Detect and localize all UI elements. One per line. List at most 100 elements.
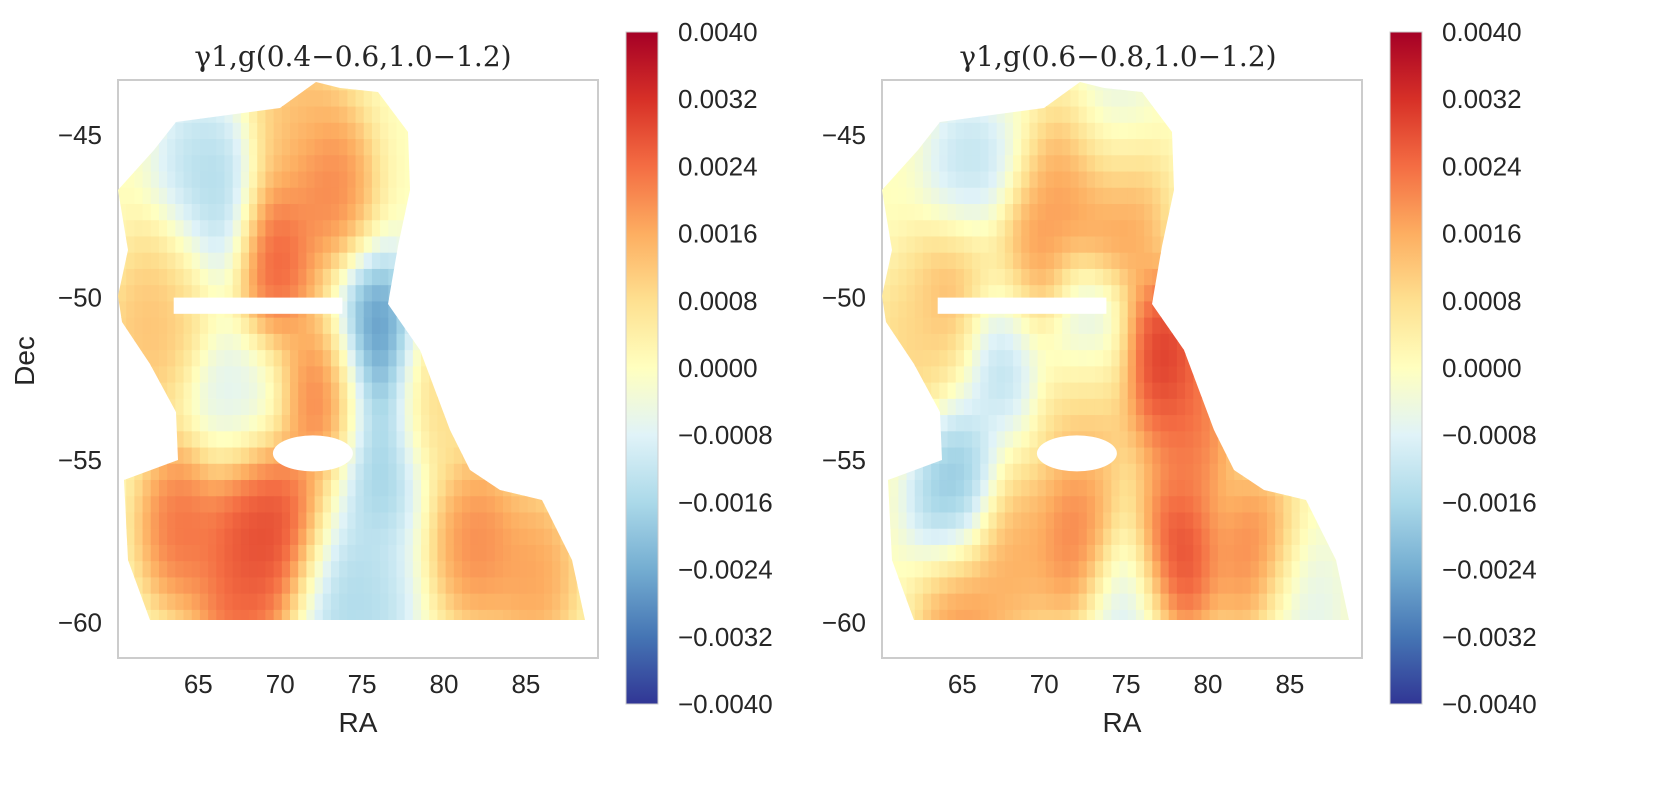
heatmap-cell: [1037, 122, 1047, 140]
heatmap-cell: [150, 154, 160, 172]
heatmap-cell: [240, 593, 250, 610]
heatmap-cell: [257, 365, 267, 383]
heatmap-cell: [265, 333, 275, 351]
heatmap-cell: [241, 642, 250, 659]
heatmap-cell: [199, 284, 209, 302]
heatmap-cell: [224, 203, 234, 221]
heatmap-cell: [560, 252, 570, 269]
heatmap-cell: [412, 333, 422, 351]
heatmap-cell: [882, 430, 891, 448]
heatmap-cell: [568, 187, 578, 204]
heatmap-cell: [412, 544, 422, 562]
heatmap-cell: [1307, 138, 1317, 156]
heatmap-cell: [257, 609, 267, 620]
heatmap-cell: [576, 560, 585, 578]
heatmap-cell: [405, 642, 414, 659]
heatmap-cell: [232, 170, 242, 188]
heatmap-cell: [1062, 219, 1071, 237]
heatmap-cell: [150, 560, 160, 578]
heatmap-cell: [535, 203, 545, 221]
heatmap-cell: [1095, 642, 1104, 659]
heatmap-cell: [922, 317, 932, 334]
heatmap-cell: [314, 235, 324, 253]
heatmap-cell: [939, 528, 949, 545]
heatmap-cell: [568, 203, 578, 221]
heatmap-cell: [1045, 187, 1055, 204]
heatmap-cell: [306, 381, 316, 399]
heatmap-cell: [914, 609, 924, 620]
heatmap-cell: [421, 544, 430, 562]
heatmap-cell: [183, 138, 193, 156]
heatmap-cell: [1266, 511, 1276, 529]
heatmap-cell: [437, 398, 447, 416]
heatmap-cell: [1316, 154, 1325, 172]
heatmap-cell: [175, 609, 185, 620]
heatmap-cell: [339, 333, 348, 351]
heatmap-cell: [240, 187, 250, 204]
heatmap-cell: [1103, 219, 1112, 237]
heatmap-cell: [249, 317, 258, 334]
heatmap-cell: [1291, 511, 1301, 529]
heatmap-cell: [1266, 576, 1276, 594]
heatmap-cell: [963, 89, 973, 107]
heatmap-cell: [1316, 122, 1325, 140]
heatmap-cell: [914, 252, 924, 269]
heatmap-cell: [224, 333, 234, 351]
heatmap-cell: [445, 544, 455, 562]
heatmap-cell: [437, 235, 447, 253]
heatmap-cell: [191, 82, 201, 91]
heatmap-cell: [955, 187, 965, 204]
heatmap-cell: [208, 89, 217, 107]
heatmap-cell: [355, 138, 365, 156]
heatmap-cell: [191, 170, 201, 188]
heatmap-cell: [216, 609, 226, 620]
heatmap-cell: [421, 89, 430, 107]
heatmap-cell: [1348, 463, 1349, 481]
heatmap-cell: [494, 235, 504, 253]
heatmap-cell: [208, 317, 217, 334]
heatmap-cell: [511, 154, 520, 172]
heatmap-cell: [511, 365, 520, 383]
heatmap-cell: [273, 479, 283, 497]
heatmap-cell: [890, 528, 899, 545]
heatmap-cell: [527, 105, 537, 123]
heatmap-cell: [355, 609, 365, 620]
heatmap-cell: [1266, 560, 1276, 578]
heatmap-cell: [1119, 122, 1129, 140]
heatmap-cell: [1324, 430, 1334, 448]
heatmap-cell: [1029, 235, 1039, 253]
heatmap-cell: [371, 479, 381, 497]
heatmap-cell: [265, 89, 275, 107]
heatmap-cell: [486, 381, 496, 399]
colorbar-tick-label: −0.0040: [678, 689, 773, 719]
heatmap-cell: [412, 365, 422, 383]
heatmap-cell: [339, 626, 348, 643]
heatmap-cell: [882, 528, 891, 545]
heatmap-cell: [502, 317, 512, 334]
heatmap-cell: [1070, 122, 1080, 140]
heatmap-cell: [882, 414, 891, 432]
heatmap-cell: [1078, 235, 1088, 253]
heatmap-cell: [429, 252, 439, 269]
heatmap-cell: [576, 593, 585, 610]
heatmap-cell: [175, 365, 185, 383]
heatmap-cell: [1217, 203, 1227, 221]
heatmap-cell: [118, 349, 127, 367]
heatmap-cell: [118, 268, 127, 286]
heatmap-cell: [922, 511, 932, 529]
heatmap-cell: [890, 544, 899, 562]
heatmap-cell: [355, 495, 365, 513]
heatmap-cell: [1176, 593, 1186, 610]
heatmap-cell: [939, 479, 949, 497]
heatmap-cell: [1029, 219, 1039, 237]
heatmap-cell: [1217, 154, 1227, 172]
heatmap-cell: [988, 528, 998, 545]
heatmap-cell: [322, 479, 332, 497]
heatmap-cell: [167, 122, 176, 140]
heatmap-cell: [224, 495, 234, 513]
heatmap-cell: [890, 154, 899, 172]
heatmap-cell: [404, 463, 414, 481]
heatmap-cell: [453, 381, 463, 399]
heatmap-cell: [167, 235, 176, 253]
heatmap-cell: [1275, 430, 1284, 448]
